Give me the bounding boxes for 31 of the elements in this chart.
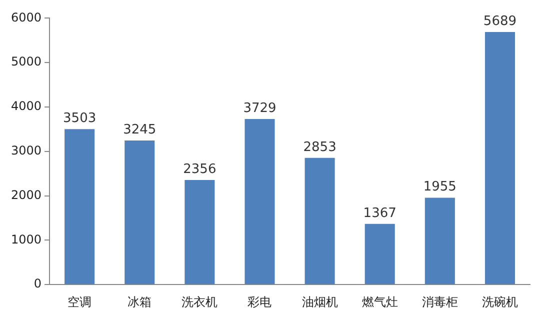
- x-tick-label: 洗衣机: [182, 294, 218, 309]
- y-tick-label: 3000: [10, 144, 42, 158]
- data-label: 3503: [63, 110, 96, 126]
- bar: [304, 158, 335, 284]
- data-label: 3245: [123, 122, 156, 138]
- x-tick-label: 彩电: [248, 294, 272, 309]
- y-tick-label: 6000: [10, 10, 42, 24]
- y-tick-label: 1000: [10, 232, 42, 246]
- x-tick-label: 冰箱: [128, 294, 152, 309]
- bar: [64, 129, 95, 284]
- x-tick-label: 消毒柜: [422, 294, 458, 309]
- y-tick-label: 2000: [10, 188, 42, 202]
- x-tick-label: 空调: [68, 294, 92, 309]
- bar: [244, 119, 275, 284]
- data-label: 1955: [423, 180, 456, 195]
- bar: [124, 140, 155, 284]
- x-tick-label: 燃气灶: [362, 294, 398, 309]
- data-label: 2356: [183, 162, 216, 177]
- y-tick-label: 0: [34, 276, 42, 291]
- data-label: 2853: [303, 140, 336, 155]
- x-tick-label: 洗碗机: [482, 294, 518, 309]
- y-tick-label: 5000: [10, 54, 42, 69]
- bar: [184, 180, 215, 284]
- data-label: 1367: [363, 206, 396, 221]
- bar: [424, 198, 455, 284]
- data-label: 5689: [483, 14, 517, 29]
- bar: [484, 32, 515, 284]
- data-label: 3729: [243, 100, 276, 116]
- bar: [364, 224, 395, 284]
- y-tick-label: 4000: [10, 99, 42, 114]
- x-tick-label: 油烟机: [302, 294, 338, 309]
